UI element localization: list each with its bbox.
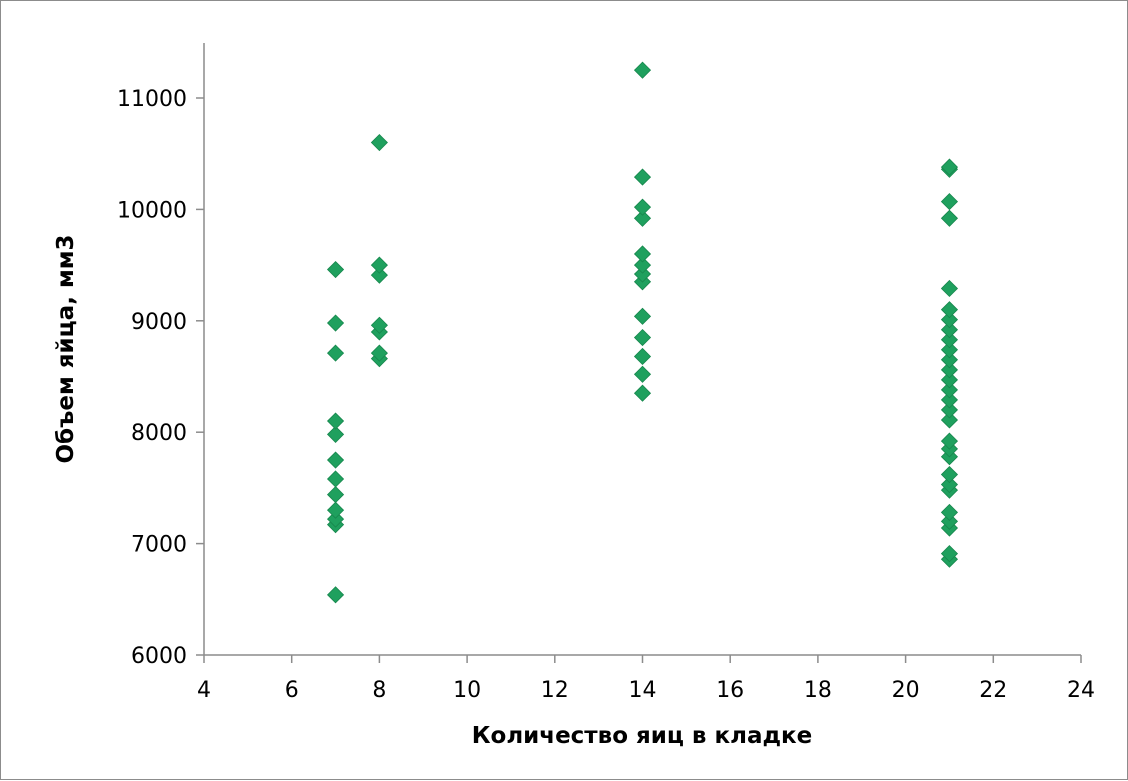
y-tick-label: 10000 [117, 198, 187, 223]
data-point [326, 586, 345, 604]
data-point [326, 412, 345, 430]
data-point [940, 411, 959, 429]
data-point [326, 425, 345, 443]
data-point [940, 512, 959, 530]
x-tick-label: 24 [1067, 678, 1095, 703]
y-axis-title: Объем яйца, мм3 [53, 234, 79, 463]
x-tick-label: 22 [979, 678, 1007, 703]
data-point [940, 158, 959, 176]
x-tick-label: 16 [716, 678, 744, 703]
data-point [940, 351, 959, 369]
data-point [633, 168, 652, 186]
data-point [326, 260, 345, 279]
data-point [326, 344, 345, 362]
x-tick-label: 20 [892, 678, 920, 703]
data-point [940, 321, 959, 339]
data-point [633, 347, 652, 366]
y-tick-label: 9000 [131, 310, 187, 335]
data-point [633, 209, 652, 227]
data-point [370, 133, 388, 152]
y-tick-label: 11000 [117, 87, 187, 112]
x-tick-label: 6 [285, 678, 299, 703]
data-point [326, 470, 345, 488]
data-point [940, 331, 959, 349]
data-point [940, 381, 959, 399]
y-tick-label: 6000 [131, 644, 187, 669]
data-point [633, 61, 652, 79]
data-point [940, 279, 959, 298]
data-point [633, 384, 652, 402]
data-point [940, 475, 959, 494]
data-point [940, 371, 959, 389]
data-point [940, 341, 959, 359]
x-tick-label: 12 [541, 678, 569, 703]
data-point [940, 545, 959, 563]
data-point [633, 245, 652, 263]
x-axis-title: Количество яиц в кладке [472, 723, 813, 749]
data-point [326, 451, 345, 469]
data-points [326, 61, 959, 604]
data-point [370, 316, 388, 334]
data-point [940, 209, 959, 227]
data-point [940, 401, 959, 419]
data-point [940, 361, 959, 379]
data-point [370, 256, 388, 274]
data-point [633, 307, 652, 325]
x-tick-label: 10 [453, 678, 481, 703]
x-tick-label: 8 [372, 678, 386, 703]
data-point [940, 311, 959, 329]
data-point [940, 193, 959, 211]
y-tick-label: 8000 [131, 421, 187, 446]
data-point [326, 501, 345, 519]
data-point [940, 465, 959, 484]
data-point [940, 432, 959, 450]
data-point [633, 365, 652, 383]
data-point [326, 486, 345, 504]
x-ticks: 4 6 8 10 12 14 16 18 20 22 24 [197, 655, 1095, 703]
data-point [633, 198, 652, 216]
data-point [633, 328, 652, 347]
data-point [940, 391, 959, 409]
data-point [940, 503, 959, 521]
data-point [370, 344, 388, 362]
data-point [370, 266, 388, 284]
x-tick-label: 4 [197, 678, 211, 703]
y-ticks: 6000 7000 8000 9000 10000 11000 [117, 87, 204, 669]
data-point [633, 256, 652, 274]
y-tick-label: 7000 [131, 533, 187, 558]
x-tick-label: 14 [629, 678, 657, 703]
data-point [940, 301, 959, 319]
x-tick-label: 18 [804, 678, 832, 703]
data-point [326, 314, 345, 332]
data-point [633, 265, 652, 283]
data-point [326, 510, 345, 528]
